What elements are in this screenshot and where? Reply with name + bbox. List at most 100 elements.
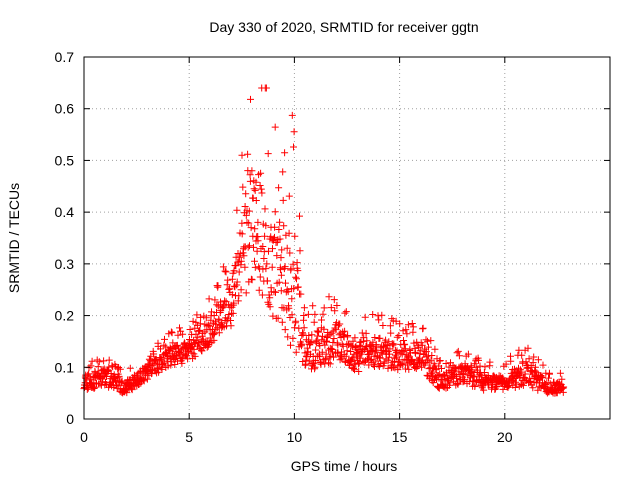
data-point [246, 242, 253, 250]
data-point [330, 296, 338, 304]
data-point [408, 320, 416, 327]
data-point [277, 266, 284, 274]
y-tick-label: 0.1 [55, 359, 75, 375]
data-point [363, 337, 371, 345]
data-point [283, 244, 291, 252]
data-point [290, 285, 298, 293]
x-axis-label: GPS time / hours [291, 458, 398, 474]
data-point [312, 346, 320, 354]
data-point [391, 354, 399, 362]
data-point [194, 333, 202, 341]
data-point [254, 218, 262, 226]
data-point [315, 328, 323, 336]
data-point [186, 336, 193, 343]
data-point [434, 372, 442, 379]
data-point [108, 362, 116, 370]
data-point [296, 212, 303, 220]
data-point [309, 302, 317, 310]
data-point [287, 265, 295, 273]
data-point [100, 357, 108, 365]
data-point [320, 325, 328, 333]
data-point [297, 290, 305, 298]
data-point [303, 353, 311, 361]
data-point [90, 385, 98, 392]
data-point [451, 365, 459, 373]
data-point [253, 247, 261, 255]
data-point [371, 348, 379, 356]
data-point [250, 185, 258, 193]
data-point [354, 360, 362, 368]
data-point [95, 358, 103, 366]
data-point [254, 237, 262, 245]
data-point [190, 345, 198, 353]
data-point [327, 304, 335, 312]
data-point [262, 84, 270, 92]
data-point [454, 347, 462, 355]
data-point [245, 207, 253, 215]
data-point [155, 368, 163, 376]
data-point [247, 224, 255, 232]
data-point [167, 361, 175, 369]
data-point [168, 329, 176, 337]
data-point [266, 303, 274, 311]
data-point [428, 352, 436, 359]
data-point [298, 340, 306, 348]
data-point [115, 364, 123, 371]
data-point [222, 268, 230, 276]
data-point [117, 378, 125, 386]
data-point [228, 275, 236, 283]
data-point [415, 343, 423, 351]
y-tick-label: 0.3 [55, 256, 75, 272]
data-point [236, 253, 244, 261]
data-point [263, 260, 271, 268]
data-point [281, 149, 289, 157]
data-point [519, 359, 527, 367]
data-point [241, 203, 249, 210]
data-point [546, 370, 553, 378]
data-point [387, 329, 395, 337]
data-point [285, 304, 293, 312]
data-point [527, 366, 535, 374]
data-point [235, 292, 243, 300]
data-point [507, 357, 515, 365]
data-point [326, 360, 334, 368]
data-point [558, 375, 566, 383]
data-point [376, 334, 384, 342]
data-point [442, 360, 450, 367]
data-point [212, 325, 220, 333]
data-point [247, 95, 254, 103]
data-point [369, 311, 377, 318]
data-point [123, 389, 131, 397]
axis-ticks: 0 0.1 0.2 0.3 0.4 0.5 0.6 0.7 0 5 10 15 20 [55, 49, 610, 445]
data-point [115, 372, 123, 380]
data-point [331, 324, 339, 332]
data-point [246, 171, 254, 179]
data-point [186, 326, 194, 333]
data-point [512, 378, 519, 386]
data-point [160, 341, 168, 349]
data-point [453, 372, 461, 380]
data-point [238, 230, 246, 238]
data-point [238, 219, 246, 227]
data-point [384, 356, 392, 364]
data-point [191, 352, 199, 360]
data-point [330, 335, 338, 342]
data-point [349, 354, 357, 362]
y-tick-label: 0.5 [55, 152, 75, 168]
data-point [140, 376, 147, 384]
data-point [316, 353, 324, 361]
data-point [504, 383, 512, 391]
data-point [382, 336, 390, 344]
x-tick-label: 20 [497, 429, 513, 445]
data-point [376, 354, 384, 362]
data-point [276, 218, 284, 226]
data-point [489, 379, 497, 387]
data-point [278, 246, 286, 254]
data-point [373, 346, 381, 354]
data-point [530, 353, 538, 361]
data-point [310, 318, 318, 326]
x-tick-label: 15 [392, 429, 408, 445]
data-point [525, 355, 533, 363]
data-point [250, 243, 257, 251]
data-point [424, 337, 431, 345]
